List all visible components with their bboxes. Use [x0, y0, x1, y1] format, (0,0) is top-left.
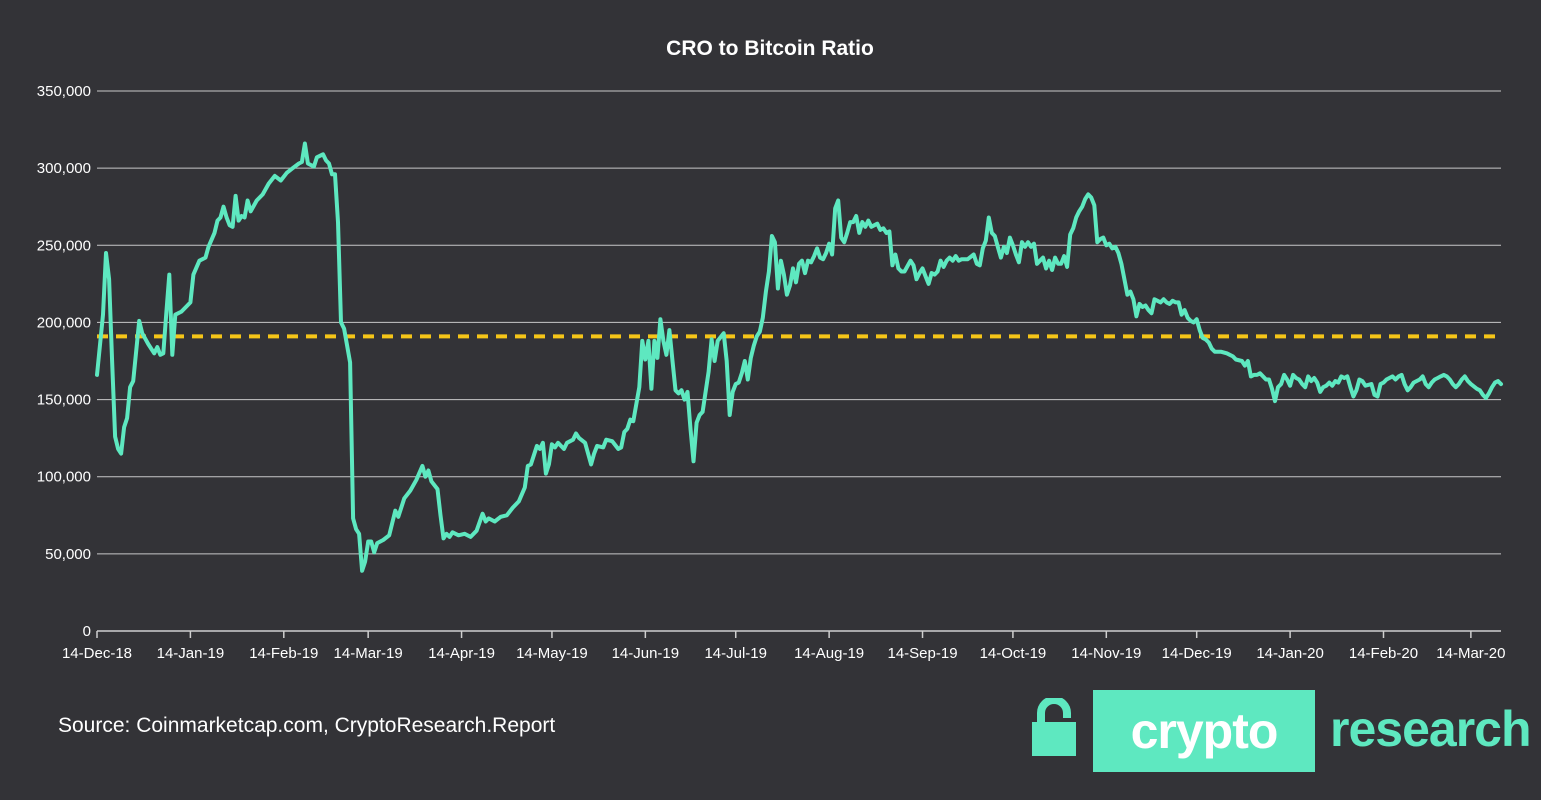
brand-crypto-box: crypto — [1093, 690, 1315, 772]
y-tick-label: 300,000 — [37, 160, 91, 177]
x-tick-label: 14-Nov-19 — [1071, 645, 1141, 662]
line-chart: CRO to Bitcoin Ratio 0 50,000 100,000 150,0… — [37, 37, 1506, 662]
x-tick-label: 14-Feb-20 — [1349, 645, 1418, 662]
x-tick-label: 14-Dec-18 — [62, 645, 132, 662]
brand-research-word: research — [1330, 701, 1531, 757]
x-tick-label: 14-May-19 — [516, 645, 588, 662]
x-tick-label: 14-Dec-19 — [1162, 645, 1232, 662]
y-tick-label: 0 — [83, 623, 91, 640]
series-layer — [95, 141, 1503, 573]
y-tick-label: 200,000 — [37, 314, 91, 331]
y-tick-label: 350,000 — [37, 83, 91, 100]
y-tick-label: 150,000 — [37, 392, 91, 409]
y-tick-label: 250,000 — [37, 237, 91, 254]
x-tick-label: 14-Mar-19 — [334, 645, 403, 662]
x-tick-label: 14-Jan-19 — [157, 645, 225, 662]
x-tick-label: 14-Mar-20 — [1436, 645, 1505, 662]
x-tick-label: 14-Feb-19 — [249, 645, 318, 662]
y-tick-label: 100,000 — [37, 469, 91, 486]
x-tick-label: 14-Jan-20 — [1256, 645, 1324, 662]
lock-icon — [1032, 698, 1076, 756]
source-note: Source: Coinmarketcap.com, CryptoResearc… — [58, 714, 556, 737]
x-tick-label: 14-Jul-19 — [704, 645, 767, 662]
x-tick-label: 14-Oct-19 — [980, 645, 1047, 662]
y-tick-label: 50,000 — [45, 546, 91, 563]
chart-title: CRO to Bitcoin Ratio — [666, 37, 874, 60]
brand-crypto-word: crypto — [1130, 703, 1279, 759]
y-axis: 0 50,000 100,000 150,000 200,000 250,000 300,0… — [37, 83, 91, 640]
x-axis: 14-Dec-18 14-Jan-19 14-Feb-19 14-Mar-19 14-A… — [62, 630, 1505, 662]
x-tick-label: 14-Sep-19 — [887, 645, 957, 662]
brand-logo: crypto research — [1032, 690, 1531, 772]
series-line — [95, 141, 1503, 573]
x-tick-label: 14-Aug-19 — [794, 645, 864, 662]
x-tick-label: 14-Apr-19 — [428, 645, 495, 662]
x-tick-label: 14-Jun-19 — [612, 645, 680, 662]
